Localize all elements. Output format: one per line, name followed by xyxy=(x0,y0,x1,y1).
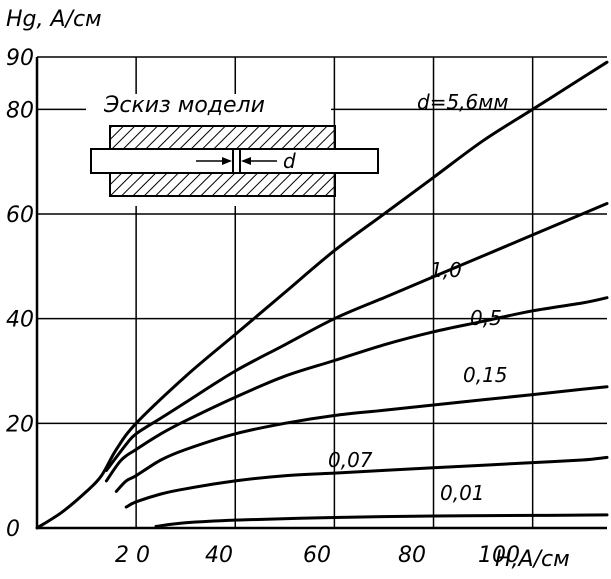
series-lines xyxy=(35,60,609,530)
y-tick-label: 40 xyxy=(6,308,34,333)
y-tick-label: 20 xyxy=(6,412,34,437)
curve-label-0: d=5,6мм xyxy=(417,90,508,114)
curve-label-1: 1,0 xyxy=(430,258,462,282)
series-line-4 xyxy=(124,455,609,509)
curve-label-5: 0,01 xyxy=(440,481,485,505)
curve-label-2: 0,5 xyxy=(470,306,502,330)
y-tick-label: 60 xyxy=(6,203,34,228)
series-line-1 xyxy=(104,202,609,472)
y-tick-label: 90 xyxy=(6,46,34,71)
x-tick-label: 2 0 xyxy=(115,543,150,568)
y-tick-label: 80 xyxy=(6,98,34,123)
axes xyxy=(35,57,607,530)
inset-upper-block xyxy=(109,125,336,150)
y-tick-label: 0 xyxy=(6,517,20,542)
x-tick-label: 100 xyxy=(478,543,520,568)
inset-arrowhead-left xyxy=(222,157,232,165)
inset-arrowhead-right xyxy=(241,157,251,165)
inset-title: Эскиз модели xyxy=(103,93,265,118)
inset-core-bar xyxy=(90,148,379,174)
inset-gap-label: d xyxy=(283,149,296,173)
inset-lower-block xyxy=(109,172,336,197)
model-sketch-inset: Эскиз модели d xyxy=(86,93,379,206)
x-axis-title: H,A/см xyxy=(495,547,570,572)
series-line-2 xyxy=(104,296,609,483)
series-line-3 xyxy=(114,385,609,493)
curve-labels: d=5,6мм 1,0 0,5 0,15 0,07 0,01 xyxy=(328,90,508,505)
series-line-5 xyxy=(154,513,609,528)
x-tick-label: 40 xyxy=(205,543,233,568)
curve-label-3: 0,15 xyxy=(463,363,508,387)
x-tick-label: 80 xyxy=(398,543,426,568)
x-tick-label: 60 xyxy=(303,543,331,568)
curve-label-4: 0,07 xyxy=(328,448,373,472)
series-line-0 xyxy=(35,60,609,530)
y-axis-title: Hg, A/см xyxy=(6,7,102,32)
